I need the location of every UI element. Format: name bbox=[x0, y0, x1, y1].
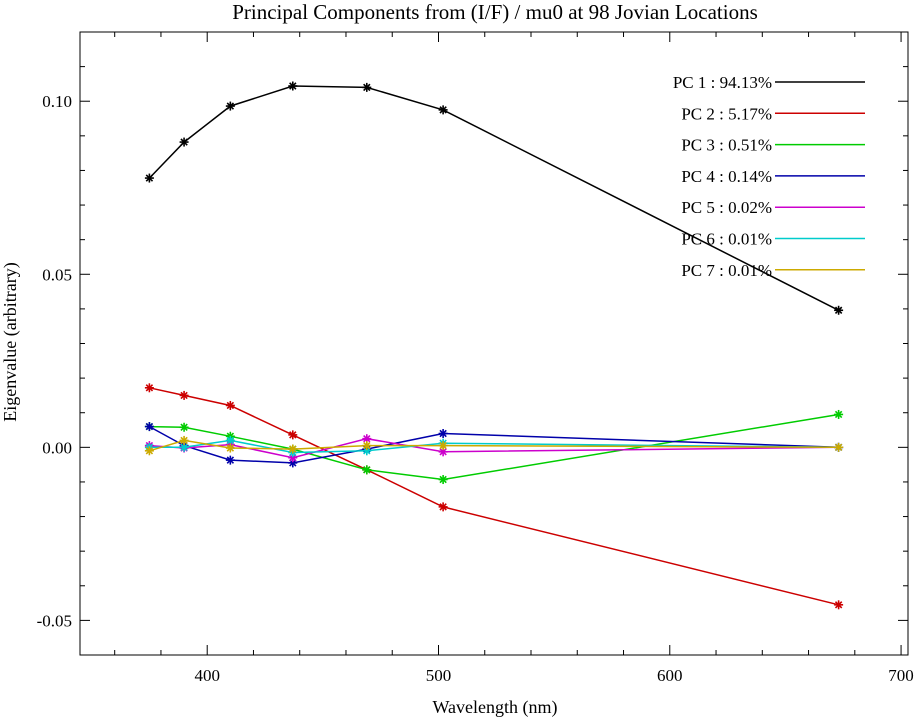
pc-7-point bbox=[834, 442, 844, 452]
pc-5-point bbox=[362, 434, 372, 444]
pc-2-line bbox=[149, 387, 839, 606]
pc-1-point bbox=[225, 101, 235, 111]
pc-4-point bbox=[438, 428, 448, 438]
pc-2-point bbox=[834, 600, 844, 610]
pc-1-point bbox=[362, 82, 372, 92]
x-tick-label: 600 bbox=[657, 666, 683, 685]
pc-4-point bbox=[144, 422, 154, 432]
pc-3-point bbox=[179, 422, 189, 432]
pc-7-point bbox=[438, 441, 448, 451]
x-axis-label: Wavelength (nm) bbox=[432, 697, 557, 718]
pc-1-point bbox=[288, 81, 298, 91]
pc-3-point bbox=[438, 475, 448, 485]
pc-2-point bbox=[144, 383, 154, 393]
pc-1-point bbox=[144, 173, 154, 183]
x-tick-label: 700 bbox=[888, 666, 914, 685]
y-tick-label: 0.10 bbox=[42, 92, 72, 111]
y-tick-label: -0.05 bbox=[37, 611, 72, 630]
legend-label: PC 2 : 5.17% bbox=[681, 104, 772, 123]
pc-3-point bbox=[834, 409, 844, 419]
pc-1-point bbox=[834, 305, 844, 315]
pc-2-point bbox=[225, 400, 235, 410]
pc-2-point bbox=[288, 430, 298, 440]
legend-label: PC 4 : 0.14% bbox=[681, 167, 772, 186]
y-tick-label: 0.05 bbox=[42, 265, 72, 284]
legend-label: PC 5 : 0.02% bbox=[681, 198, 772, 217]
x-tick-label: 400 bbox=[194, 666, 220, 685]
pc-1-point bbox=[179, 137, 189, 147]
legend-label: PC 3 : 0.51% bbox=[681, 136, 772, 155]
pc-7-point bbox=[362, 441, 372, 451]
legend-label: PC 6 : 0.01% bbox=[681, 230, 772, 249]
pc-3-point bbox=[362, 465, 372, 475]
pc-7-point bbox=[288, 444, 298, 454]
legend: PC 1 : 94.13% PC 2 : 5.17% PC 3 : 0.51% PC … bbox=[673, 73, 865, 280]
x-tick-label: 500 bbox=[426, 666, 452, 685]
pc-1-point bbox=[438, 105, 448, 115]
pc-7-point bbox=[179, 435, 189, 445]
legend-label: PC 7 : 0.01% bbox=[681, 261, 772, 280]
y-tick-label: 0.00 bbox=[42, 438, 72, 457]
pc-2-point bbox=[438, 502, 448, 512]
legend-label: PC 1 : 94.13% bbox=[673, 73, 772, 92]
pc-7-point bbox=[144, 446, 154, 456]
pc-6-point bbox=[225, 435, 235, 445]
pc-4-point bbox=[225, 455, 235, 465]
chart-title: Principal Components from (I/F) / mu0 at… bbox=[232, 0, 758, 24]
pc-7-point bbox=[225, 443, 235, 453]
y-axis-label: Eigenvalue (arbitrary) bbox=[0, 262, 21, 421]
pc-2-point bbox=[179, 390, 189, 400]
plot-frame bbox=[79, 31, 909, 656]
